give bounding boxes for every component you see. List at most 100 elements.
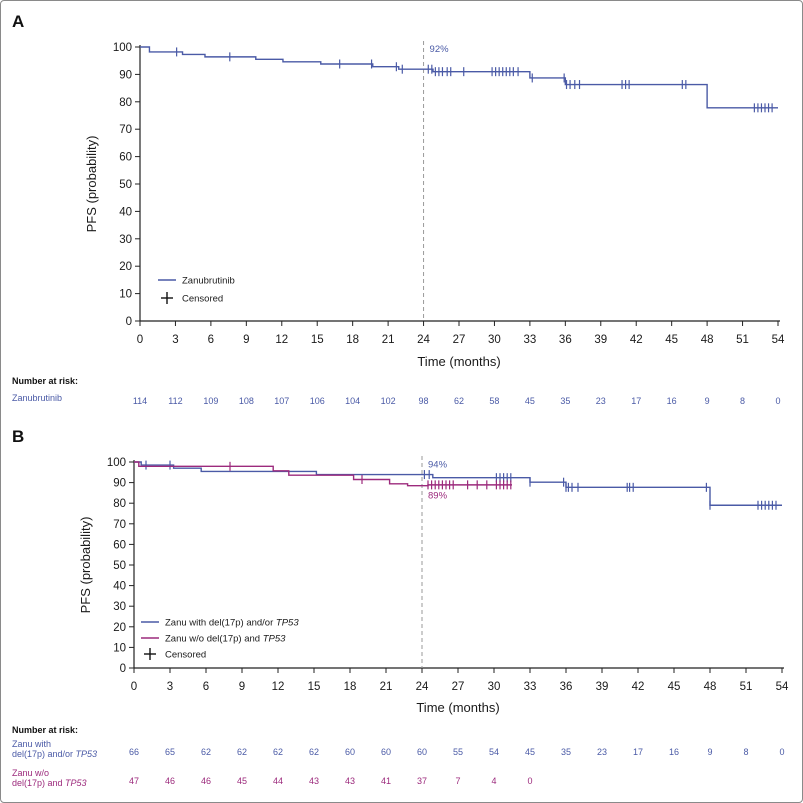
x-tick-label: 54	[772, 334, 785, 346]
y-tick-label: 20	[119, 261, 132, 273]
y-tick-label: 90	[119, 69, 132, 81]
risk-count: 60	[345, 747, 355, 757]
x-tick-label: 0	[137, 334, 143, 346]
risk-count: 8	[740, 396, 745, 406]
risk-count: 9	[705, 396, 710, 406]
risk-count: 98	[419, 396, 429, 406]
legend-label: Censored	[165, 650, 206, 661]
risk-table-header: Number at risk:	[12, 725, 78, 735]
y-tick-label: 70	[113, 519, 126, 531]
y-tick-label: 50	[119, 179, 132, 191]
risk-count: 46	[165, 776, 175, 786]
legend-label: Censored	[182, 294, 223, 305]
risk-count: 45	[237, 776, 247, 786]
risk-count: 108	[239, 396, 254, 406]
risk-row-label-italic: TP53	[76, 749, 98, 759]
x-tick-label: 27	[453, 334, 466, 346]
risk-count: 23	[597, 747, 607, 757]
risk-count: 43	[309, 776, 319, 786]
risk-row-label: Zanu with	[12, 739, 51, 749]
risk-count: 62	[309, 747, 319, 757]
x-tick-label: 24	[416, 681, 429, 693]
x-tick-label: 6	[208, 334, 214, 346]
x-tick-label: 33	[524, 681, 537, 693]
risk-count: 7	[455, 776, 460, 786]
risk-count: 62	[454, 396, 464, 406]
x-tick-label: 48	[701, 334, 714, 346]
risk-count: 45	[525, 747, 535, 757]
risk-row-label-text: Zanubrutinib	[12, 393, 62, 403]
risk-count: 62	[201, 747, 211, 757]
x-tick-label: 39	[594, 334, 607, 346]
risk-count: 55	[453, 747, 463, 757]
x-tick-label: 9	[243, 334, 249, 346]
legend-label-text: Zanubrutinib	[182, 276, 235, 287]
risk-row-label: del(17p) and/or TP53	[12, 749, 97, 759]
y-tick-label: 30	[113, 601, 126, 613]
risk-row-label: Zanubrutinib	[12, 393, 62, 403]
x-axis-title: Time (months)	[416, 700, 499, 715]
panel-letter: B	[12, 427, 24, 446]
risk-count: 107	[274, 396, 289, 406]
y-tick-label: 10	[119, 289, 132, 301]
y-axis-title: PFS (probability)	[84, 136, 99, 233]
km-curve	[134, 461, 782, 506]
legend-label-text: Censored	[165, 650, 206, 661]
risk-count: 46	[201, 776, 211, 786]
y-tick-label: 100	[113, 42, 132, 54]
x-tick-label: 6	[203, 681, 209, 693]
x-tick-label: 45	[668, 681, 681, 693]
risk-count: 8	[743, 747, 748, 757]
risk-count: 35	[561, 747, 571, 757]
risk-count: 0	[527, 776, 532, 786]
risk-count: 104	[345, 396, 360, 406]
risk-count: 0	[775, 396, 780, 406]
x-tick-label: 18	[346, 334, 359, 346]
x-tick-label: 39	[596, 681, 609, 693]
risk-count: 106	[310, 396, 325, 406]
y-tick-label: 60	[119, 152, 132, 164]
y-tick-label: 40	[113, 581, 126, 593]
legend-label-text: Zanu with del(17p) and/or	[165, 618, 276, 629]
x-tick-label: 12	[275, 334, 288, 346]
legend-label-italic: TP53	[276, 618, 299, 629]
risk-count: 17	[633, 747, 643, 757]
risk-count: 41	[381, 776, 391, 786]
risk-count: 62	[237, 747, 247, 757]
y-tick-label: 80	[119, 97, 132, 109]
y-tick-label: 0	[120, 663, 126, 675]
risk-count: 60	[417, 747, 427, 757]
risk-count: 17	[631, 396, 641, 406]
risk-count: 65	[165, 747, 175, 757]
x-tick-label: 18	[344, 681, 357, 693]
legend-label-italic: TP53	[263, 634, 286, 645]
y-tick-label: 0	[126, 316, 132, 328]
legend-label: Zanubrutinib	[182, 276, 235, 287]
x-tick-label: 33	[523, 334, 536, 346]
x-tick-label: 9	[239, 681, 245, 693]
risk-count: 109	[203, 396, 218, 406]
x-tick-label: 21	[380, 681, 393, 693]
x-tick-label: 30	[488, 334, 501, 346]
x-tick-label: 27	[452, 681, 465, 693]
risk-row-label-text: Zanu w/o	[12, 768, 49, 778]
risk-count: 23	[596, 396, 606, 406]
x-tick-label: 12	[272, 681, 285, 693]
legend-label-text: Censored	[182, 294, 223, 305]
x-tick-label: 51	[740, 681, 753, 693]
risk-count: 54	[489, 747, 499, 757]
annotation-label: 89%	[428, 491, 448, 502]
risk-row-label-text: Zanu with	[12, 739, 51, 749]
annotation-label: 94%	[428, 459, 448, 470]
y-tick-label: 90	[113, 478, 126, 490]
risk-count: 4	[491, 776, 496, 786]
legend-label: Zanu w/o del(17p) and TP53	[165, 634, 286, 645]
x-tick-label: 45	[665, 334, 678, 346]
y-tick-label: 70	[119, 124, 132, 136]
risk-count: 9	[707, 747, 712, 757]
km-curve	[140, 46, 778, 109]
risk-count: 16	[667, 396, 677, 406]
